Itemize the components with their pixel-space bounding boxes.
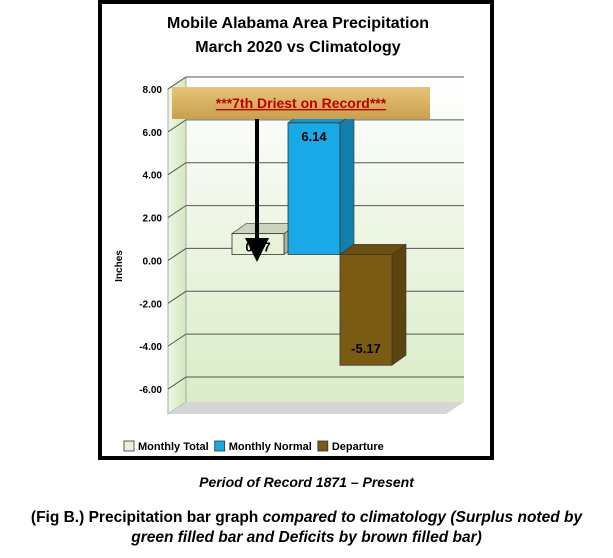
legend-swatch <box>317 440 329 452</box>
y-tick-label: -2.00 <box>139 299 162 310</box>
legend-label: Departure <box>332 441 384 453</box>
y-tick-label: 4.00 <box>143 171 163 182</box>
period-of-record-note: Period of Record 1871 – Present <box>199 474 414 490</box>
legend-item: Monthly Total <box>123 440 209 453</box>
gridline <box>167 376 464 390</box>
legend: Monthly Total Monthly Normal Departure <box>123 440 384 453</box>
bar-departure: -5.17 <box>339 243 407 366</box>
precipitation-chart: Mobile Alabama Area Precipitation March … <box>114 15 464 453</box>
caption-prefix: (Fig B.) Precipitation bar graph <box>30 509 263 526</box>
gridline <box>167 119 464 133</box>
bar-face <box>339 254 393 366</box>
y-tick-label: 8.00 <box>143 85 163 96</box>
legend-label: Monthly Total <box>138 441 209 453</box>
caption-italic-line1: compared to climatology (Surplus noted b… <box>262 509 583 526</box>
y-tick-label: 6.00 <box>143 128 163 139</box>
y-tick-label: -6.00 <box>139 385 162 396</box>
y-axis-ticks: 8.00 6.00 4.00 2.00 0.00 -2.00 -4.00 -6.00 <box>139 85 162 396</box>
legend-item: Departure <box>317 440 384 453</box>
bar-face <box>287 122 341 255</box>
legend-swatch <box>123 440 135 452</box>
y-tick-label: 0.00 <box>143 256 163 267</box>
chart-frame: Mobile Alabama Area Precipitation March … <box>98 0 494 460</box>
legend-item: Monthly Normal <box>214 440 312 453</box>
figure-caption: (Fig B.) Precipitation bar graph compare… <box>0 508 613 548</box>
plot-floor <box>168 402 464 414</box>
gridline <box>167 162 464 176</box>
chart-title-line2: March 2020 vs Climatology <box>195 39 401 56</box>
bar-monthly-normal: 6.14 <box>287 112 355 256</box>
annotation-background <box>172 87 430 119</box>
annotation-box: ***7th Driest on Record*** <box>172 87 430 119</box>
bar-value-label: -5.17 <box>351 341 381 356</box>
y-tick-label: 2.00 <box>143 214 163 225</box>
gridline <box>167 76 464 90</box>
plot-side-wall <box>167 76 187 415</box>
caption-italic-line2: green filled bar and Deficits by brown f… <box>131 529 482 546</box>
gridline <box>167 205 464 218</box>
chart-title-line1: Mobile Alabama Area Precipitation <box>167 15 429 32</box>
bar-side <box>339 112 355 256</box>
y-tick-label: -4.00 <box>139 342 162 353</box>
legend-swatch <box>214 440 226 452</box>
annotation-text: ***7th Driest on Record*** <box>216 95 387 111</box>
bar-side <box>391 243 407 366</box>
y-axis-label: Inches <box>114 250 125 282</box>
legend-label: Monthly Normal <box>229 441 312 453</box>
bar-value-label: 6.14 <box>301 129 327 144</box>
